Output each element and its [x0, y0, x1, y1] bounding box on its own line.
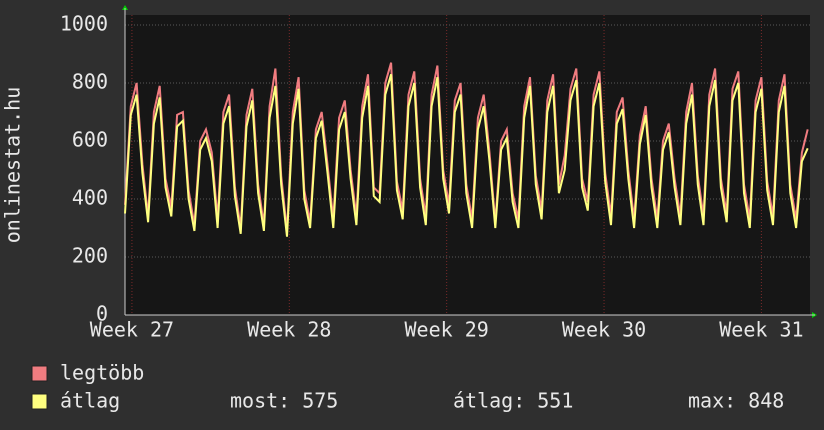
stat-value: 551 — [537, 389, 573, 413]
y-arrow — [122, 5, 128, 10]
legend-label: átlag — [60, 389, 120, 413]
stat-label: max: — [688, 389, 736, 413]
y-axis-label: onlinestat.hu — [1, 87, 25, 244]
y-tick-label: 800 — [72, 70, 108, 94]
x-tick-label: Week 30 — [562, 318, 646, 342]
x-tick-label: Week 29 — [405, 318, 489, 342]
x-tick-label: Week 27 — [90, 318, 174, 342]
y-tick-label: 400 — [72, 186, 108, 210]
stat-value: 575 — [302, 389, 338, 413]
y-tick-label: 0 — [96, 302, 108, 326]
y-tick-label: 600 — [72, 128, 108, 152]
legend-swatch — [31, 365, 48, 382]
y-tick-label: 200 — [72, 244, 108, 268]
stat-label: most: — [230, 389, 290, 413]
legend-swatch — [31, 393, 48, 410]
series-line — [124, 74, 809, 237]
stat-label: átlag: — [453, 389, 525, 413]
stat-value: 848 — [748, 389, 784, 413]
x-tick-label: Week 28 — [247, 318, 331, 342]
x-tick-label: Week 31 — [719, 318, 803, 342]
legend-label: legtöbb — [60, 361, 144, 385]
y-tick-label: 1000 — [60, 12, 108, 36]
